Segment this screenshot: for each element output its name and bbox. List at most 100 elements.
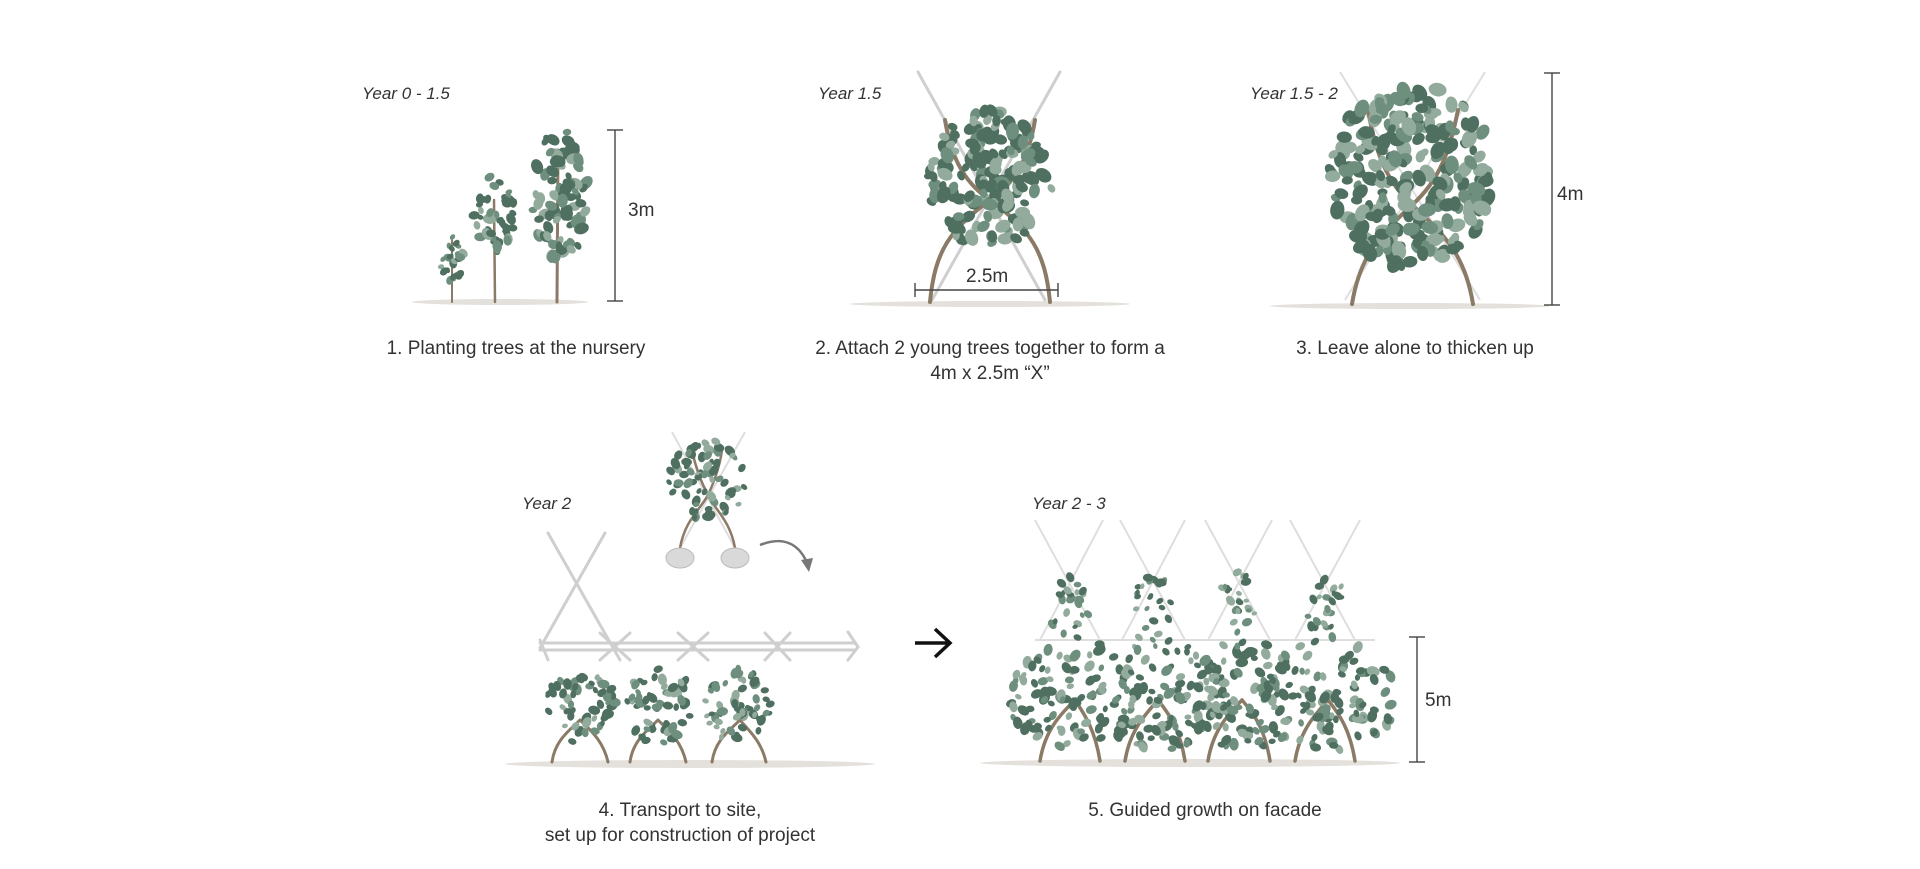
leaf — [701, 488, 708, 496]
leaf — [1367, 709, 1378, 723]
leaf — [715, 475, 724, 483]
leaf — [1121, 707, 1128, 715]
leaf — [1256, 718, 1264, 727]
leaf — [1328, 741, 1339, 749]
leaf — [703, 445, 715, 455]
leaf — [1245, 703, 1255, 714]
leaf — [1063, 608, 1071, 617]
leaf — [1321, 709, 1332, 720]
leaf — [992, 115, 1001, 127]
leaf — [596, 699, 605, 709]
leaf — [561, 135, 575, 148]
leaf — [572, 683, 579, 691]
leaf — [1020, 148, 1036, 162]
leaf — [1352, 714, 1364, 724]
leaf — [1313, 671, 1322, 682]
leaf — [677, 678, 685, 687]
leaf — [1352, 184, 1368, 200]
leaf — [1341, 141, 1357, 154]
leaf — [995, 219, 1011, 233]
leaf — [1431, 108, 1442, 117]
leaf — [1291, 666, 1299, 675]
leaf — [646, 720, 654, 726]
leaf — [1349, 702, 1356, 709]
stage4-year-label: Year 2 — [522, 494, 572, 513]
leaf — [636, 692, 643, 701]
leaf — [1033, 656, 1042, 664]
leaf — [1232, 568, 1242, 577]
leaf — [549, 190, 561, 201]
leaf — [1002, 198, 1013, 212]
leaf — [1212, 722, 1221, 730]
stage4-caption-line: set up for construction of project — [544, 825, 816, 846]
leaf — [1035, 168, 1052, 183]
leaf — [1134, 584, 1142, 590]
leaf — [486, 208, 494, 218]
leaf — [473, 220, 481, 230]
leaf — [1143, 724, 1154, 733]
leaf — [1435, 235, 1445, 244]
leaf — [928, 179, 942, 190]
leaf — [689, 507, 696, 516]
leaf — [1217, 741, 1226, 748]
stage3-caption: 3. Leave alone to thicken up — [1240, 336, 1590, 361]
leaf — [1083, 610, 1093, 618]
leaf — [1386, 255, 1403, 273]
leaf — [1383, 713, 1393, 725]
leaf — [1186, 680, 1195, 691]
leaf — [681, 457, 692, 466]
leaf — [1283, 718, 1291, 726]
leaf — [940, 147, 954, 164]
leaf — [1441, 213, 1454, 229]
leaf — [1428, 82, 1447, 97]
leaf — [1280, 650, 1291, 661]
stage5-illustration — [980, 519, 1425, 767]
leaf — [739, 708, 746, 717]
leaf — [1225, 595, 1236, 606]
stage2-year-label: Year 1.5 — [818, 84, 882, 103]
leaf — [1330, 200, 1345, 220]
leaf — [1411, 112, 1424, 122]
stage1-dimension-label: 3m — [628, 200, 655, 221]
leaf — [957, 170, 965, 181]
leaf — [667, 682, 679, 693]
leaf — [1464, 155, 1477, 169]
leaf — [1054, 741, 1065, 751]
leaf — [720, 728, 726, 735]
leaf — [1469, 145, 1477, 156]
leaf — [1069, 649, 1081, 662]
leaf — [1355, 667, 1366, 675]
leaf — [631, 679, 640, 690]
leaf — [567, 700, 575, 709]
leaf — [1311, 733, 1318, 742]
stage3-year-label: Year 1.5 - 2 — [1250, 84, 1338, 103]
leaf — [713, 724, 720, 730]
leaf — [1052, 618, 1058, 625]
leaf — [1134, 593, 1142, 600]
leaf — [1463, 211, 1478, 227]
leaf — [1160, 682, 1170, 691]
leaf — [1336, 707, 1344, 716]
leaf — [979, 126, 993, 142]
leaf — [1268, 738, 1276, 745]
leaf — [1354, 731, 1362, 741]
leaf — [981, 198, 998, 211]
leaf — [1453, 172, 1463, 184]
leaf — [1435, 189, 1446, 200]
leaf — [1079, 733, 1089, 742]
leaf — [1153, 696, 1163, 704]
stage2-caption-line: 4m x 2.5m “X” — [930, 363, 1050, 384]
leaf — [531, 159, 544, 175]
leaf — [752, 711, 758, 719]
leaf — [735, 501, 742, 507]
leaf — [1184, 647, 1190, 656]
leaf — [1324, 604, 1331, 614]
stage5-height-dimension — [1409, 636, 1425, 763]
leaf — [1032, 731, 1043, 741]
leaf — [1298, 719, 1304, 727]
leaf — [1352, 641, 1363, 654]
leaf — [1148, 688, 1156, 695]
foliage — [1324, 81, 1496, 273]
leaf — [555, 241, 563, 251]
leaf — [455, 253, 466, 261]
